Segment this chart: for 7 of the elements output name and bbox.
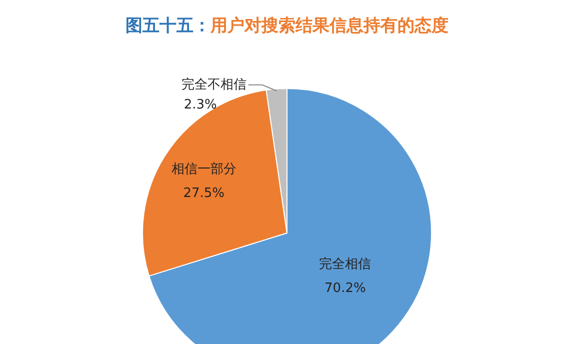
data-label: 27.5% (183, 186, 225, 201)
slice-label: 完全不相信 (181, 76, 246, 92)
slice-label: 完全相信 (319, 256, 372, 272)
slice-label: 相信一部分 (171, 162, 236, 177)
data-label: 2.3% (184, 97, 217, 112)
chart-title: 图五十五：用户对搜索结果信息持有的态度 (126, 16, 448, 36)
data-label: 70.2% (324, 281, 366, 296)
